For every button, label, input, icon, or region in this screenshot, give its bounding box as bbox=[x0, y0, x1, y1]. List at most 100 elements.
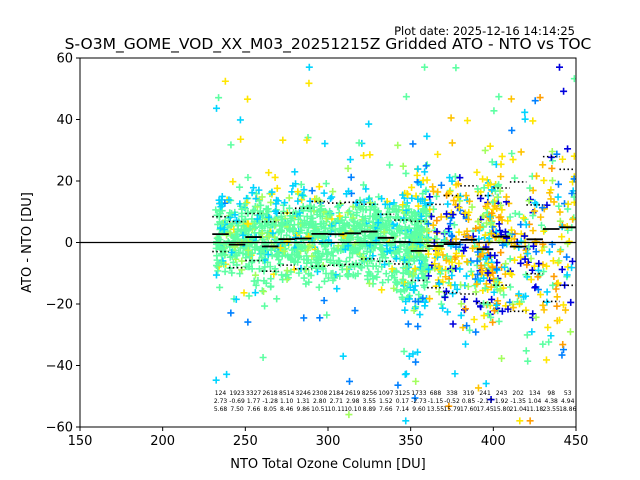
data-point bbox=[544, 323, 552, 331]
data-point bbox=[421, 298, 429, 306]
data-point bbox=[329, 269, 337, 277]
data-point bbox=[460, 306, 468, 314]
data-point bbox=[243, 220, 251, 228]
data-point bbox=[559, 155, 567, 163]
y-tick-label: 40 bbox=[56, 113, 73, 128]
data-point bbox=[231, 211, 239, 219]
data-point bbox=[530, 242, 538, 250]
data-point bbox=[405, 255, 413, 263]
data-point bbox=[264, 205, 272, 213]
data-point bbox=[409, 243, 417, 251]
data-point bbox=[237, 135, 245, 143]
data-point bbox=[359, 254, 367, 262]
data-point bbox=[539, 261, 547, 269]
data-point bbox=[422, 186, 430, 194]
data-point bbox=[248, 265, 256, 273]
data-point bbox=[443, 210, 451, 218]
data-point bbox=[424, 220, 432, 228]
data-point bbox=[473, 168, 481, 176]
bin-std-label: 10.11 bbox=[328, 406, 345, 413]
data-point bbox=[316, 314, 324, 322]
data-point bbox=[554, 279, 562, 287]
y-tick-label: 20 bbox=[56, 175, 73, 190]
data-point bbox=[521, 232, 529, 240]
x-tick-label: 350 bbox=[398, 434, 423, 449]
data-point bbox=[320, 277, 328, 285]
data-point bbox=[264, 221, 272, 229]
x-tick-label: 450 bbox=[564, 434, 589, 449]
data-point bbox=[378, 195, 386, 203]
data-point bbox=[448, 139, 456, 147]
data-point bbox=[474, 270, 482, 278]
data-point bbox=[323, 239, 331, 247]
data-point bbox=[250, 206, 258, 214]
data-point bbox=[347, 173, 355, 181]
scatter-points bbox=[212, 63, 576, 425]
data-point bbox=[474, 384, 482, 392]
data-point bbox=[507, 95, 515, 103]
data-point bbox=[495, 93, 503, 101]
data-point bbox=[482, 380, 490, 388]
data-point bbox=[360, 198, 368, 206]
bin-count-label: 338 bbox=[446, 390, 458, 397]
data-point bbox=[413, 171, 421, 179]
data-point bbox=[266, 263, 274, 271]
data-point bbox=[487, 180, 495, 188]
data-point bbox=[554, 180, 562, 188]
data-point bbox=[315, 283, 323, 291]
bin-count-label: 1733 bbox=[411, 390, 426, 397]
data-point bbox=[454, 193, 462, 201]
data-point bbox=[516, 417, 524, 425]
bin-mean-label: 3.55 bbox=[363, 398, 377, 405]
bin-count-label: 2308 bbox=[312, 390, 327, 397]
data-point bbox=[382, 254, 390, 262]
data-point bbox=[355, 139, 363, 147]
data-point bbox=[490, 107, 498, 115]
data-point bbox=[529, 117, 537, 125]
data-point bbox=[493, 300, 501, 308]
data-point bbox=[260, 287, 268, 295]
data-point bbox=[394, 141, 402, 149]
data-point bbox=[560, 87, 568, 95]
y-tick-label: 60 bbox=[56, 52, 73, 67]
data-point bbox=[522, 347, 530, 355]
data-point bbox=[218, 220, 226, 228]
data-point bbox=[477, 262, 485, 270]
data-point bbox=[324, 274, 332, 282]
data-point bbox=[414, 298, 422, 306]
data-point bbox=[547, 332, 555, 340]
data-point bbox=[412, 377, 420, 385]
data-point bbox=[269, 229, 277, 237]
data-point bbox=[405, 224, 413, 232]
data-point bbox=[367, 245, 375, 253]
data-point bbox=[314, 247, 322, 255]
bin-mean-label: -0.69 bbox=[229, 398, 245, 405]
data-point bbox=[446, 220, 454, 228]
bin-mean-label: 0.85 bbox=[462, 398, 476, 405]
data-point bbox=[359, 217, 367, 225]
data-point bbox=[523, 261, 531, 269]
data-point bbox=[289, 224, 297, 232]
data-point bbox=[385, 260, 393, 268]
data-point bbox=[379, 217, 387, 225]
data-point bbox=[253, 215, 261, 223]
data-point bbox=[488, 186, 496, 194]
data-point bbox=[316, 206, 324, 214]
bin-mean-label: -1.28 bbox=[262, 398, 278, 405]
data-point bbox=[378, 245, 386, 253]
data-point bbox=[265, 232, 273, 240]
data-point bbox=[553, 302, 561, 310]
data-point bbox=[382, 270, 390, 278]
data-point bbox=[567, 298, 575, 306]
data-point bbox=[532, 313, 540, 321]
data-point bbox=[511, 174, 519, 182]
data-point bbox=[558, 265, 566, 273]
data-point bbox=[257, 250, 265, 258]
data-point bbox=[497, 160, 505, 168]
data-point bbox=[317, 252, 325, 260]
data-point bbox=[529, 186, 537, 194]
bin-statistics-overlay: 1242.735.681923-0.697.5033271.777.662618… bbox=[80, 155, 576, 413]
data-point bbox=[379, 279, 387, 287]
data-point bbox=[521, 255, 529, 263]
data-point bbox=[410, 286, 418, 294]
